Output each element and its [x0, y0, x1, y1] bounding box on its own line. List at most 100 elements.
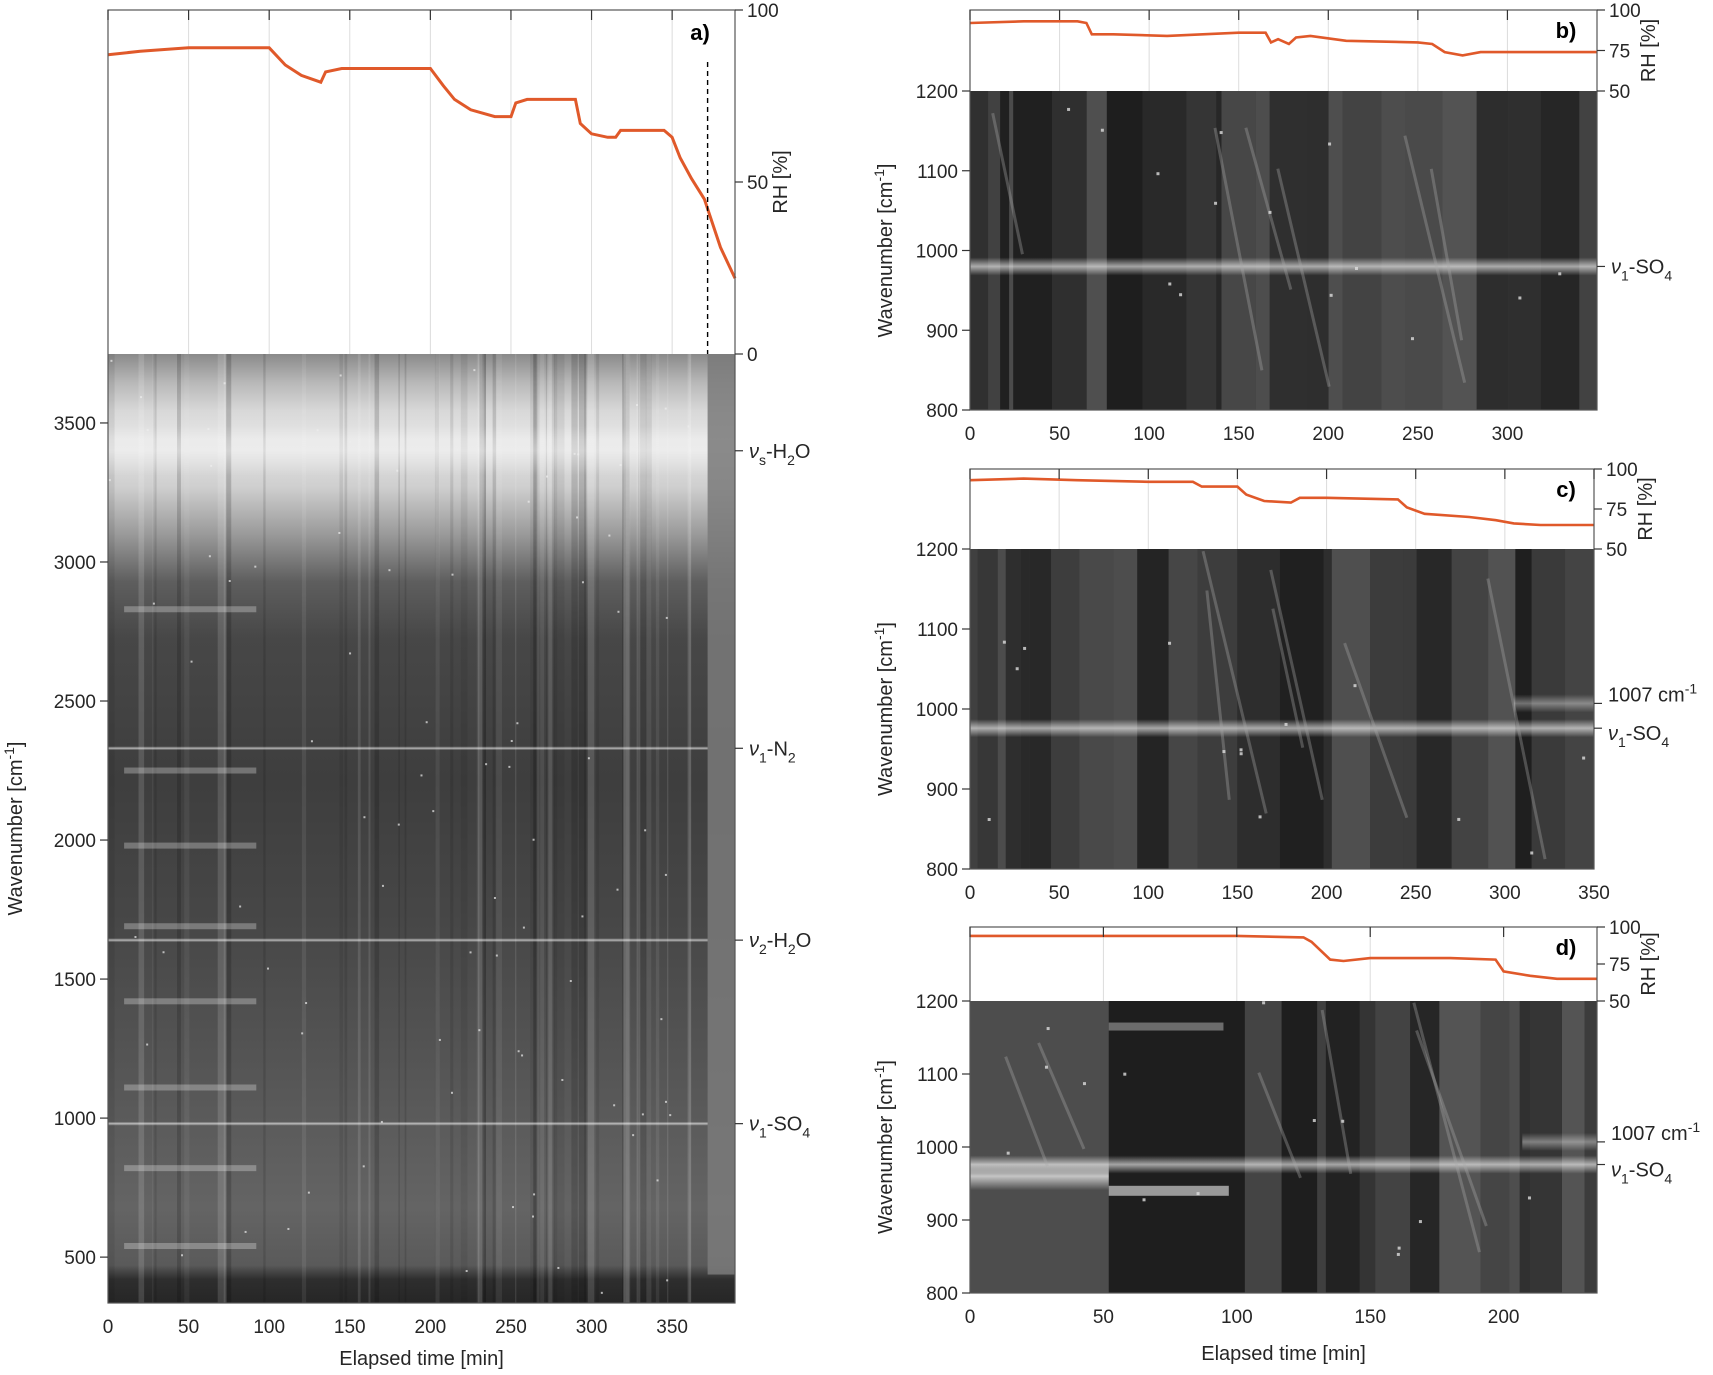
- y-tick-label: 1500: [54, 970, 96, 991]
- wavenumber-axis-label: Wavenumber [cm-1]: [871, 622, 897, 796]
- x-tick-label: 350: [1578, 883, 1610, 904]
- panel-a-frame: [107, 9, 736, 1304]
- y-tick-label: 800: [926, 1284, 958, 1305]
- y-tick-label: 2500: [54, 692, 96, 713]
- panel-d-frame: [969, 926, 1598, 1294]
- y-tick-label: 3000: [54, 553, 96, 574]
- rh-tick-label: 50: [747, 173, 768, 194]
- band-annotation: 1007 cm-1: [1611, 1119, 1700, 1145]
- y-tick-label: 1000: [916, 700, 958, 721]
- rh-tick-label: 50: [1609, 82, 1630, 103]
- rh-tick-label: 50: [1606, 540, 1627, 561]
- panel-b-frame: [969, 9, 1598, 411]
- band-annotation: ν1-SO4: [1611, 1160, 1672, 1187]
- x-tick-label: 50: [1093, 1307, 1114, 1328]
- y-tick-label: 900: [926, 321, 958, 342]
- x-tick-label: 200: [1488, 1307, 1520, 1328]
- y-tick-label: 1000: [54, 1109, 96, 1130]
- rh-tick-label: 100: [747, 1, 779, 22]
- x-tick-label: 250: [1402, 424, 1434, 445]
- rh-axis-label: RH [%]: [1638, 19, 1660, 82]
- x-tick-label: 0: [965, 883, 976, 904]
- y-tick-label: 1200: [916, 540, 958, 561]
- panel-c: 0 50 100 150 200 250 300 350 800 900 1000 1100 1200 5…: [871, 460, 1697, 904]
- rh-axis-label: RH [%]: [1638, 932, 1660, 995]
- y-tick-label: 500: [64, 1248, 96, 1269]
- panel-c-rh-line: [969, 477, 1594, 527]
- band-annotation: ν1-SO4: [1608, 723, 1669, 750]
- x-tick-label: 300: [1492, 424, 1524, 445]
- x-tick-label: 300: [576, 1317, 608, 1338]
- rh-tick-label: 0: [747, 345, 758, 366]
- x-tick-label: 100: [1133, 424, 1165, 445]
- panel-a-axes: 0 50 100 150 200 250 300 3505001000150020002500…: [1, 1, 811, 1370]
- panel-a-rh-plot-area: [108, 10, 735, 354]
- x-tick-label: 300: [1489, 883, 1521, 904]
- x-axis-label: Elapsed time [min]: [1201, 1343, 1366, 1365]
- panel-b-label: b): [1556, 18, 1577, 43]
- y-tick-label: 1200: [916, 992, 958, 1013]
- x-tick-label: 50: [178, 1317, 199, 1338]
- x-tick-label: 0: [965, 424, 976, 445]
- panel-d-label: d): [1556, 935, 1577, 960]
- y-tick-label: 800: [926, 860, 958, 881]
- rh-tick-label: 100: [1609, 1, 1641, 22]
- x-tick-label: 350: [656, 1317, 688, 1338]
- band-annotation: νs-H2O: [749, 441, 810, 468]
- band-annotation: ν1-SO4: [749, 1114, 810, 1141]
- panel-c-spectrogram: [970, 549, 1594, 869]
- band-annotation: ν1-SO4: [1611, 256, 1672, 283]
- y-tick-label: 1100: [917, 620, 958, 641]
- x-tick-label: 50: [1049, 883, 1070, 904]
- y-tick-label: 1000: [916, 242, 958, 263]
- x-axis-label: Elapsed time [min]: [339, 1348, 504, 1370]
- wavenumber-axis-label: Wavenumber [cm-1]: [1, 742, 27, 916]
- panel-c-frame: [969, 468, 1595, 870]
- x-tick-label: 200: [415, 1317, 447, 1338]
- y-tick-label: 900: [926, 780, 958, 801]
- x-tick-label: 150: [1223, 424, 1255, 445]
- x-tick-label: 100: [253, 1317, 285, 1338]
- x-tick-label: 100: [1132, 883, 1164, 904]
- x-tick-label: 100: [1221, 1307, 1253, 1328]
- band-annotation: 1007 cm-1: [1608, 680, 1697, 706]
- x-tick-label: 250: [1400, 883, 1432, 904]
- rh-tick-label: 50: [1609, 992, 1630, 1013]
- y-tick-label: 1100: [917, 162, 958, 183]
- x-tick-label: 200: [1311, 883, 1343, 904]
- rh-tick-label: 75: [1609, 42, 1630, 63]
- band-annotation: ν2-H2O: [749, 930, 811, 957]
- panel-c-gridlines: [1058, 469, 1595, 549]
- x-tick-label: 150: [334, 1317, 366, 1338]
- panel-c-label: c): [1556, 477, 1576, 502]
- panel-b-rh-line: [969, 19, 1597, 57]
- x-tick-label: 200: [1312, 424, 1344, 445]
- wavenumber-axis-label: Wavenumber [cm-1]: [871, 164, 897, 338]
- y-tick-label: 1200: [916, 82, 958, 103]
- panel-d-spectrogram: [970, 1001, 1597, 1293]
- panel-a-rh-line: [107, 46, 737, 279]
- y-tick-label: 800: [926, 401, 958, 422]
- y-tick-label: 900: [926, 1211, 958, 1232]
- panel-d-rh-line: [970, 934, 1597, 981]
- rh-axis-label: RH [%]: [770, 150, 792, 213]
- rh-tick-label: 75: [1609, 955, 1630, 976]
- panel-c-axes: 0 50 100 150 200 250 300 350 800 900 1000 1100 1200 5…: [871, 460, 1697, 904]
- rh-axis-label: RH [%]: [1635, 477, 1657, 540]
- rh-tick-label: 100: [1609, 918, 1641, 939]
- x-tick-label: 250: [495, 1317, 527, 1338]
- band-annotation: ν1-N2: [749, 738, 796, 765]
- x-tick-label: 0: [965, 1307, 976, 1328]
- wavenumber-axis-label: Wavenumber [cm-1]: [871, 1060, 897, 1234]
- panel-d-gridlines: [1102, 927, 1505, 1001]
- y-tick-label: 3500: [54, 414, 96, 435]
- panel-a: 0 50 100 150 200 250 300 3505001000150020002500…: [1, 1, 811, 1370]
- x-tick-label: 0: [103, 1317, 114, 1338]
- y-tick-label: 2000: [54, 831, 96, 852]
- panel-b: 0 50 100 150 200 250 300 800 900 1000 1100 1200 50 75…: [871, 1, 1672, 445]
- y-tick-label: 1100: [917, 1065, 958, 1086]
- rh-tick-label: 75: [1606, 500, 1627, 521]
